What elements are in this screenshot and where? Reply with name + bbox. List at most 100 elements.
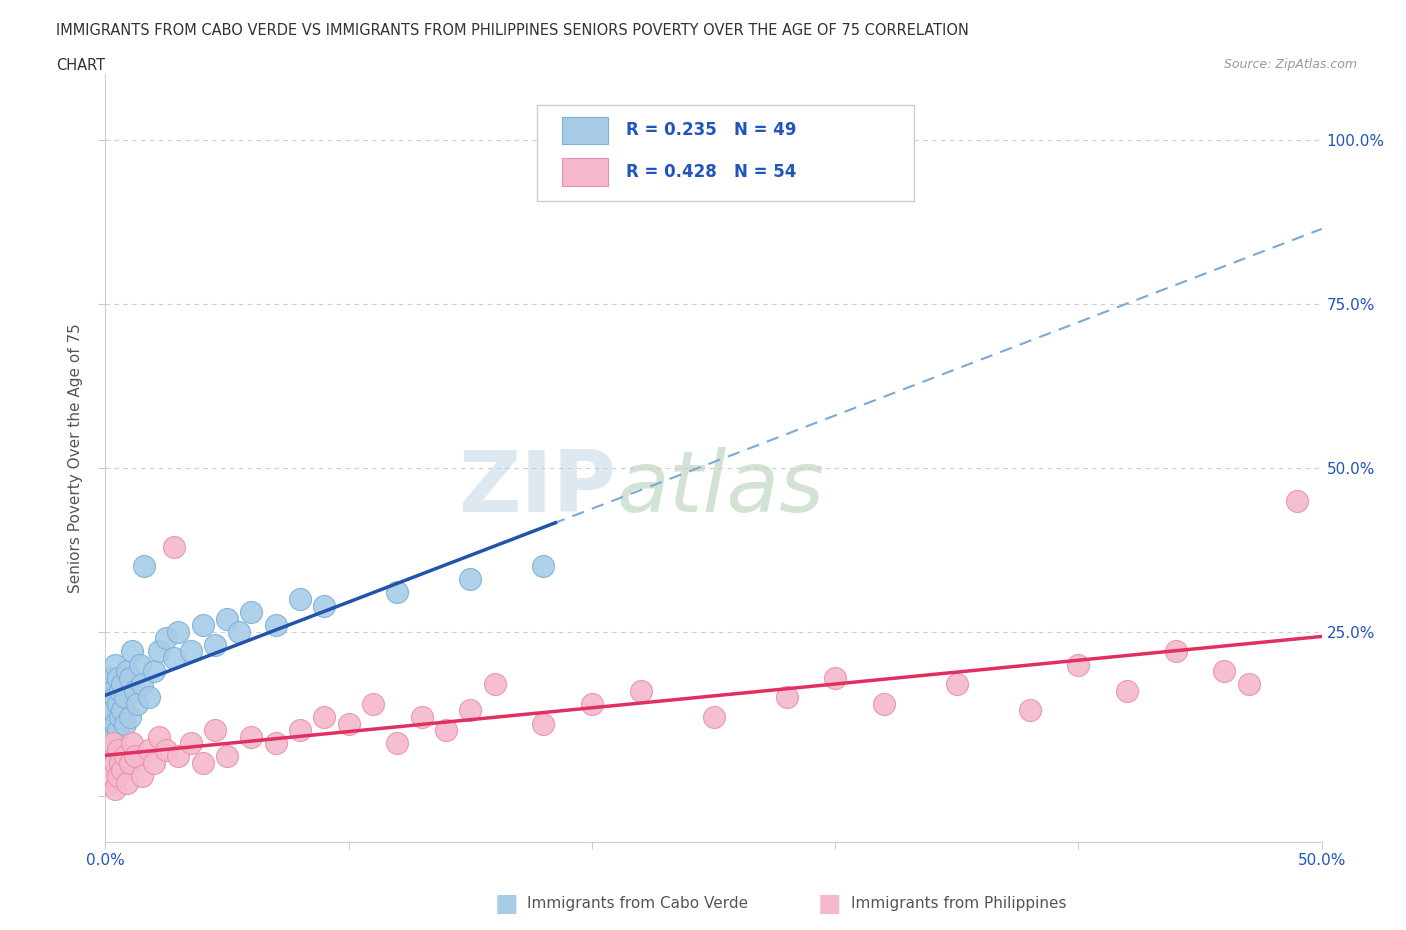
Point [314, 598, 336, 613]
Point [873, 697, 896, 711]
Point [143, 664, 166, 679]
Point [101, 729, 124, 744]
Point [1067, 658, 1090, 672]
Point [108, 710, 131, 724]
Point [98, 749, 121, 764]
Point [121, 644, 143, 659]
Point [204, 723, 226, 737]
Point [191, 755, 214, 770]
Point [191, 618, 214, 632]
Point [107, 768, 129, 783]
Point [114, 749, 136, 764]
Point [1286, 493, 1309, 508]
Point [107, 742, 129, 757]
Point [107, 723, 129, 737]
Point [97, 677, 120, 692]
Point [98, 671, 121, 685]
Text: Immigrants from Philippines: Immigrants from Philippines [851, 897, 1066, 911]
Point [630, 684, 652, 698]
FancyBboxPatch shape [537, 105, 914, 201]
Text: ZIP: ZIP [458, 447, 616, 530]
Point [98, 736, 121, 751]
Point [107, 671, 129, 685]
Point [1237, 677, 1260, 692]
Point [124, 684, 146, 698]
Text: Immigrants from Cabo Verde: Immigrants from Cabo Verde [527, 897, 748, 911]
Point [104, 716, 127, 731]
Point [458, 703, 481, 718]
Point [314, 710, 336, 724]
Point [107, 697, 129, 711]
Point [117, 664, 139, 679]
Point [217, 611, 239, 626]
Point [134, 559, 156, 574]
Point [131, 677, 153, 692]
Bar [561, 158, 607, 186]
Point [531, 559, 554, 574]
Text: Source: ZipAtlas.com: Source: ZipAtlas.com [1223, 58, 1357, 71]
Point [387, 736, 409, 751]
Point [411, 710, 433, 724]
Point [167, 749, 190, 764]
Point [240, 729, 263, 744]
Text: ■: ■ [818, 892, 841, 916]
Y-axis label: Seniors Poverty Over the Age of 75: Seniors Poverty Over the Age of 75 [67, 323, 83, 593]
Point [97, 762, 120, 777]
Point [484, 677, 506, 692]
Point [98, 776, 121, 790]
Point [97, 697, 120, 711]
Point [97, 742, 120, 757]
Point [162, 651, 184, 666]
Point [1164, 644, 1187, 659]
Point [228, 624, 250, 639]
Point [702, 710, 725, 724]
Point [131, 768, 153, 783]
Point [1018, 703, 1040, 718]
Text: atlas: atlas [616, 447, 824, 530]
Point [180, 644, 202, 659]
Point [148, 644, 170, 659]
Point [217, 749, 239, 764]
Point [1116, 684, 1139, 698]
Point [124, 749, 146, 764]
Point [361, 697, 384, 711]
Point [98, 690, 121, 705]
Point [775, 690, 797, 705]
Point [114, 690, 136, 705]
Point [162, 539, 184, 554]
Point [101, 703, 124, 718]
Bar [561, 116, 607, 144]
Point [148, 729, 170, 744]
Point [288, 591, 311, 606]
Point [387, 585, 409, 600]
Point [531, 716, 554, 731]
Point [264, 618, 287, 632]
Point [118, 710, 141, 724]
Text: IMMIGRANTS FROM CABO VERDE VS IMMIGRANTS FROM PHILIPPINES SENIORS POVERTY OVER T: IMMIGRANTS FROM CABO VERDE VS IMMIGRANTS… [56, 23, 969, 38]
Point [114, 716, 136, 731]
Point [104, 658, 127, 672]
Point [104, 690, 127, 705]
Point [180, 736, 202, 751]
Point [97, 723, 120, 737]
Point [125, 697, 148, 711]
Point [155, 742, 177, 757]
Point [121, 736, 143, 751]
Point [111, 677, 134, 692]
Point [118, 671, 141, 685]
Point [98, 710, 121, 724]
Point [108, 684, 131, 698]
Point [204, 637, 226, 652]
Point [138, 690, 160, 705]
Point [118, 755, 141, 770]
Text: CHART: CHART [56, 58, 105, 73]
Point [128, 658, 150, 672]
Point [117, 776, 139, 790]
Point [458, 572, 481, 587]
Point [101, 684, 124, 698]
Point [138, 742, 160, 757]
Point [434, 723, 457, 737]
Point [104, 782, 127, 797]
Text: ■: ■ [495, 892, 517, 916]
Point [101, 768, 124, 783]
